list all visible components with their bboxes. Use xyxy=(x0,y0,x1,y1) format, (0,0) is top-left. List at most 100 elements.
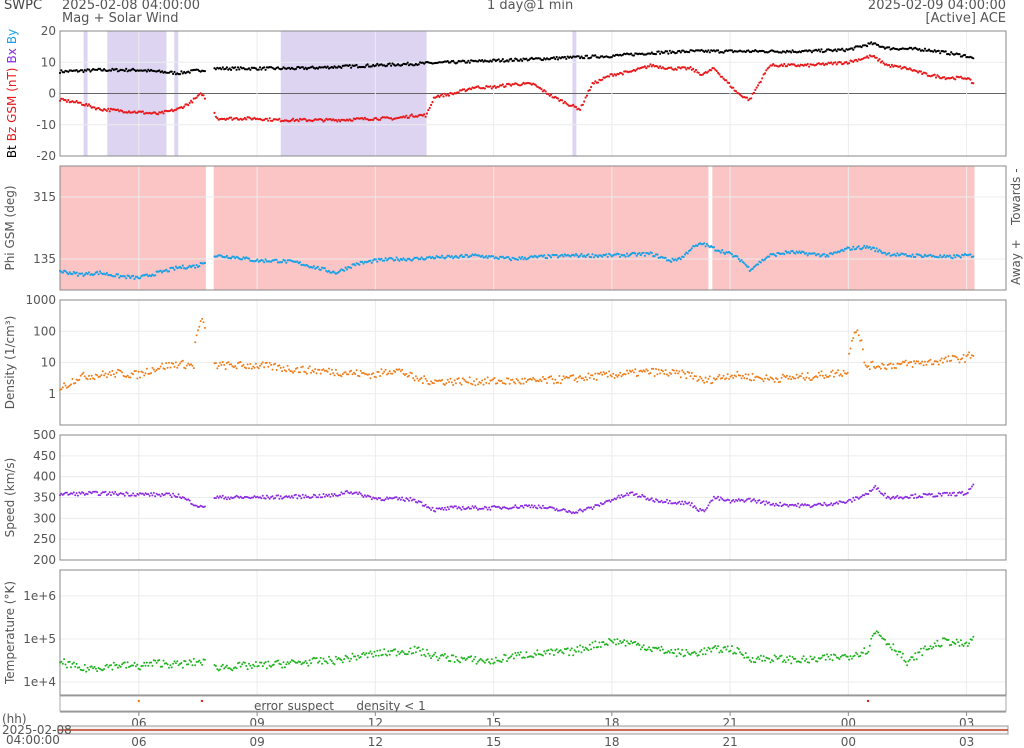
data-point xyxy=(824,658,827,661)
data-point xyxy=(172,362,175,365)
data-point xyxy=(192,657,195,660)
time-span-selector[interactable]: 1 day@1 min xyxy=(487,0,574,13)
data-point xyxy=(304,118,307,121)
data-point xyxy=(606,255,609,258)
data-point xyxy=(552,56,556,59)
data-point xyxy=(572,103,575,106)
data-point xyxy=(170,496,173,499)
data-point xyxy=(264,68,267,71)
data-point xyxy=(493,377,496,379)
data-point xyxy=(443,506,446,509)
data-point xyxy=(583,379,586,382)
data-point xyxy=(514,504,517,507)
data-point xyxy=(908,658,911,661)
data-point xyxy=(874,632,877,635)
data-point xyxy=(197,329,199,332)
data-point xyxy=(245,664,248,667)
data-point xyxy=(431,655,434,658)
data-point xyxy=(642,251,645,254)
data-point xyxy=(285,261,288,264)
data-point xyxy=(446,655,449,658)
data-point xyxy=(599,502,602,505)
data-point xyxy=(772,63,775,66)
data-point xyxy=(104,490,107,493)
data-point xyxy=(101,669,104,672)
data-point xyxy=(192,367,195,370)
data-point xyxy=(134,665,137,668)
data-point xyxy=(133,661,136,664)
data-point xyxy=(860,495,863,498)
data-point xyxy=(710,69,713,72)
data-point xyxy=(260,363,263,365)
data-point xyxy=(737,648,740,650)
data-point xyxy=(268,497,271,500)
data-point xyxy=(791,249,794,253)
data-point xyxy=(143,374,146,377)
data-point xyxy=(181,359,184,362)
data-point xyxy=(556,97,560,100)
panel-frame xyxy=(59,434,1007,561)
data-point xyxy=(329,658,332,661)
data-point xyxy=(167,270,171,273)
data-point xyxy=(441,653,444,656)
data-point xyxy=(90,492,93,495)
data-point xyxy=(734,90,738,93)
data-point xyxy=(300,663,303,666)
data-point xyxy=(791,656,794,658)
data-point xyxy=(330,368,333,371)
data-point xyxy=(79,101,82,104)
data-point xyxy=(881,362,884,365)
data-point xyxy=(639,253,642,257)
data-point xyxy=(937,75,940,78)
data-point xyxy=(485,381,488,384)
data-point xyxy=(296,118,299,121)
data-point xyxy=(780,654,783,657)
data-point xyxy=(959,492,962,495)
data-point xyxy=(410,259,413,262)
data-point xyxy=(194,341,197,344)
data-point xyxy=(699,375,702,378)
data-point xyxy=(63,71,66,74)
data-point xyxy=(854,247,858,250)
source-label: [Active] ACE xyxy=(925,11,1006,26)
navigator-tick-label: 21 xyxy=(722,735,737,748)
y-axis-label-part: Bz GSM (nT) xyxy=(5,68,19,142)
data-point xyxy=(615,498,617,501)
data-point xyxy=(961,490,964,493)
data-point xyxy=(477,660,479,663)
data-point xyxy=(605,372,608,374)
data-point xyxy=(933,642,936,645)
data-point xyxy=(781,660,784,663)
data-point xyxy=(819,50,822,53)
data-point xyxy=(198,325,201,328)
data-point xyxy=(668,651,671,654)
data-point xyxy=(68,660,71,663)
data-point xyxy=(194,266,197,269)
data-point xyxy=(675,51,678,54)
data-point xyxy=(354,373,357,375)
start-time-label: 2025-02-08 04:00:00 xyxy=(62,0,201,13)
data-point xyxy=(110,374,112,377)
data-point xyxy=(243,661,246,664)
data-point xyxy=(89,378,92,380)
data-point xyxy=(659,501,662,503)
data-point xyxy=(227,496,230,499)
data-point xyxy=(308,365,311,368)
data-point xyxy=(504,654,507,657)
data-point xyxy=(304,371,307,374)
data-point xyxy=(866,55,869,58)
data-point xyxy=(732,86,735,89)
data-point xyxy=(744,373,747,376)
data-point xyxy=(362,262,365,265)
data-point xyxy=(402,257,405,260)
data-point xyxy=(363,116,366,119)
data-point xyxy=(762,380,765,383)
data-point xyxy=(681,648,684,651)
data-point xyxy=(497,58,500,61)
data-point xyxy=(72,270,75,274)
data-point xyxy=(64,270,67,273)
data-point xyxy=(472,506,475,509)
data-point xyxy=(75,271,78,274)
